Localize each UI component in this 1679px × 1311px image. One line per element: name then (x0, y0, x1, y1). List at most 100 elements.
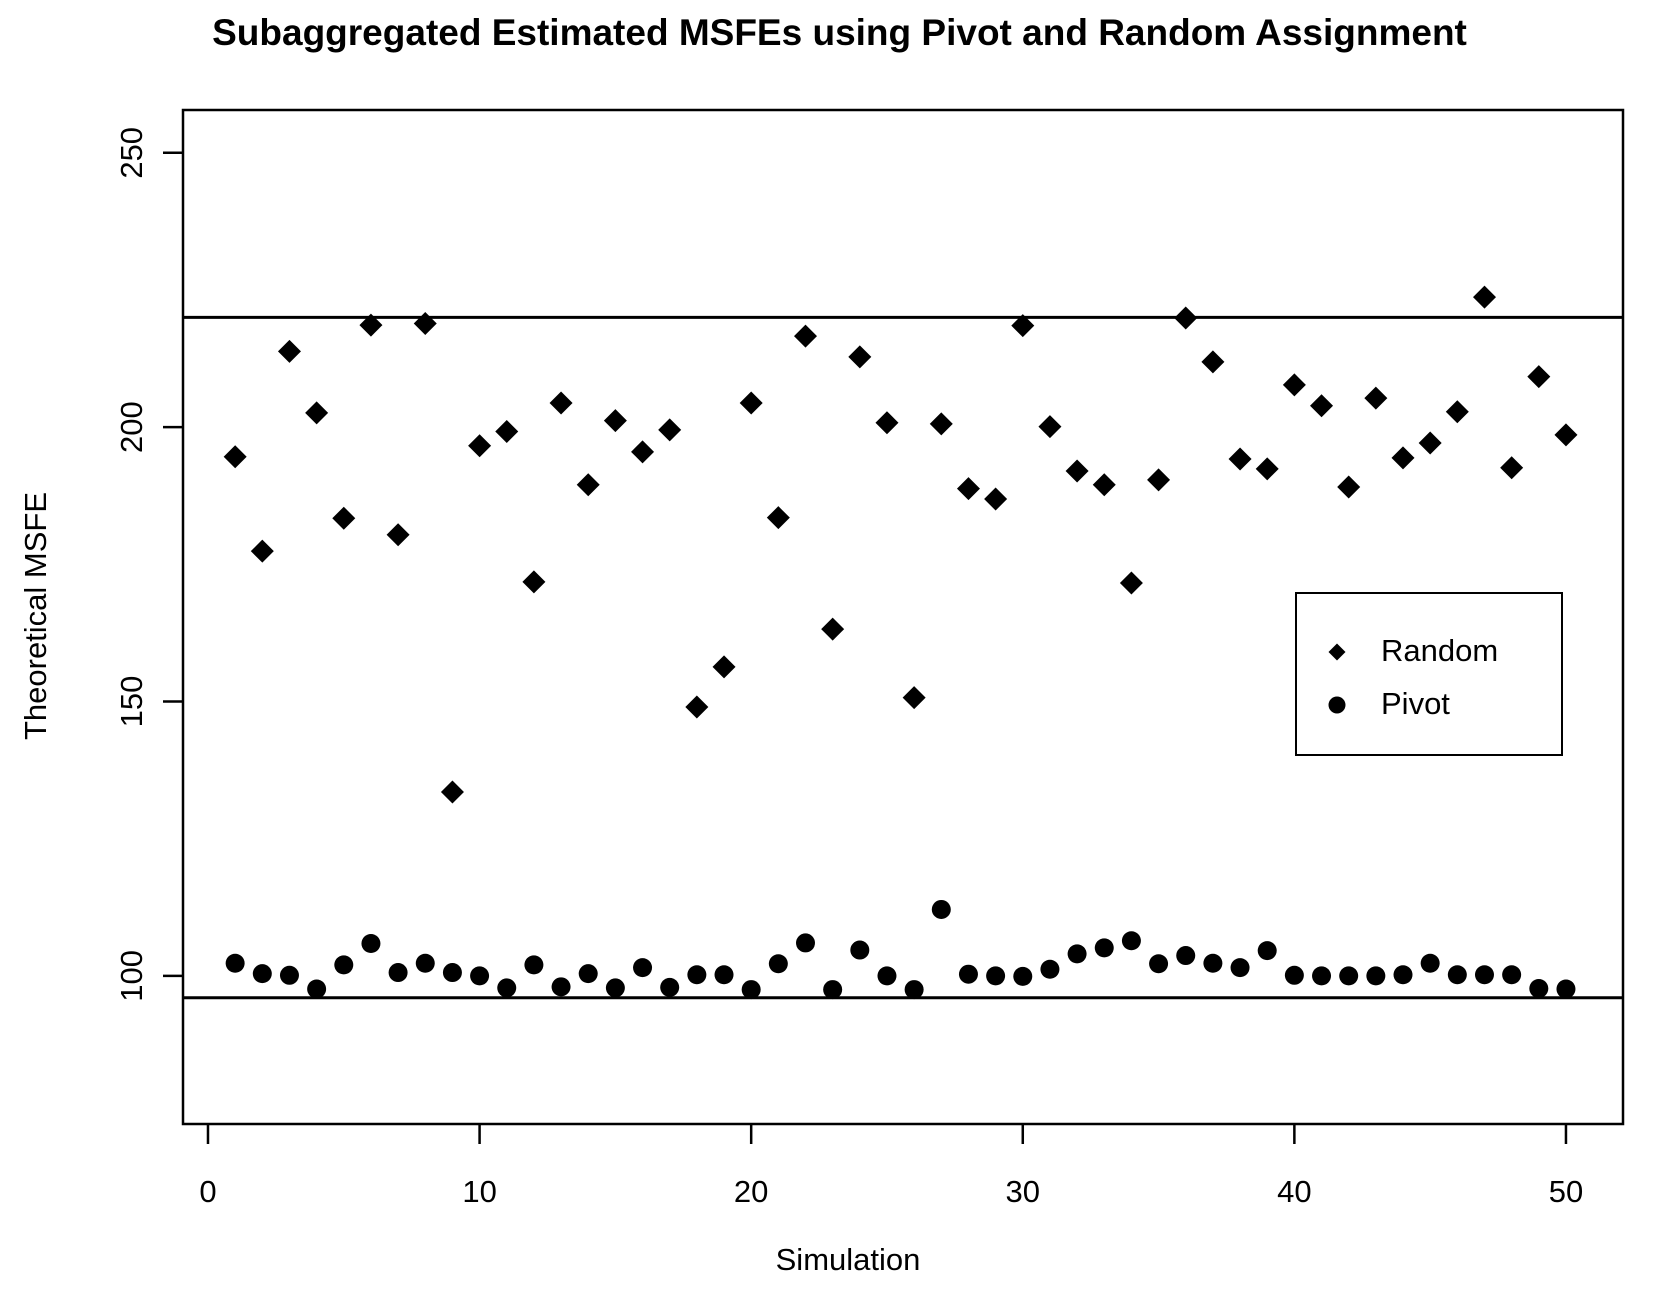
random-point (875, 411, 899, 435)
pivot-point (1040, 959, 1060, 979)
random-point (739, 391, 763, 415)
pivot-point (795, 933, 815, 953)
random-point (468, 434, 492, 458)
pivot-point (252, 964, 272, 984)
pivot-point (823, 980, 843, 1000)
random-point (549, 391, 573, 415)
pivot-point (931, 899, 951, 919)
random-point (1527, 365, 1551, 389)
legend-box: Random Pivot (1295, 592, 1563, 756)
pivot-point (714, 965, 734, 985)
random-point (793, 324, 817, 348)
random-point (1092, 473, 1116, 497)
random-point (848, 345, 872, 369)
random-point (386, 523, 410, 547)
random-point (1228, 447, 1252, 471)
pivot-point (470, 966, 490, 986)
pivot-point (334, 955, 354, 975)
pivot-point (877, 966, 897, 986)
pivot-point (768, 954, 788, 974)
y-tick-label: 150 (114, 676, 149, 728)
pivot-point (1176, 946, 1196, 966)
pivot-point (605, 978, 625, 998)
random-point (1445, 400, 1469, 424)
pivot-point (279, 965, 299, 985)
pivot-point (307, 979, 327, 999)
random-point (359, 313, 383, 337)
random-point (1065, 459, 1089, 483)
pivot-point (1230, 958, 1250, 978)
pivot-point (958, 964, 978, 984)
pivot-point (361, 933, 381, 953)
pivot-point (687, 965, 707, 985)
random-point (658, 418, 682, 442)
pivot-point (1366, 966, 1386, 986)
x-tick-label: 20 (734, 1174, 768, 1209)
pivot-point (578, 964, 598, 984)
random-point (332, 506, 356, 530)
pivot-point (1529, 978, 1549, 998)
legend-random-diamond-icon (1328, 643, 1346, 661)
x-tick-label: 40 (1277, 1174, 1311, 1209)
random-point (576, 473, 600, 497)
random-point (685, 695, 709, 719)
pivot-point (1149, 954, 1169, 974)
random-point (250, 539, 274, 563)
random-point (522, 570, 546, 594)
pivot-point (1393, 965, 1413, 985)
random-point (1147, 468, 1171, 492)
legend-random-label: Random (1381, 633, 1499, 668)
pivot-point (1067, 944, 1087, 964)
random-point (413, 311, 437, 335)
random-point (1500, 456, 1524, 480)
pivot-point (850, 940, 870, 960)
x-tick-label: 0 (199, 1174, 216, 1209)
x-tick-label: 10 (462, 1174, 496, 1209)
pivot-point (225, 953, 245, 973)
plot-border (181, 108, 1625, 1126)
random-point (1310, 394, 1334, 418)
random-point (1255, 457, 1279, 481)
pivot-point (1556, 979, 1576, 999)
pivot-point (1502, 965, 1522, 985)
pivot-point (1121, 931, 1141, 951)
random-point (223, 445, 247, 469)
random-point (603, 409, 627, 433)
random-point (440, 780, 464, 804)
pivot-point (1420, 953, 1440, 973)
pivot-point (1013, 966, 1033, 986)
random-point (929, 412, 953, 436)
pivot-point (388, 963, 408, 983)
random-point (277, 339, 301, 363)
random-point (1337, 475, 1361, 499)
random-point (1364, 386, 1388, 410)
legend-pivot-circle-icon (1328, 696, 1346, 714)
random-point (956, 477, 980, 501)
random-point (712, 655, 736, 679)
random-point (1174, 306, 1198, 330)
random-point (1418, 431, 1442, 455)
random-point (631, 440, 655, 464)
pivot-point (524, 955, 544, 975)
y-tick-label: 100 (114, 950, 149, 1002)
random-point (305, 401, 329, 425)
pivot-point (1257, 941, 1277, 961)
pivot-point (1284, 965, 1304, 985)
pivot-point (1203, 953, 1223, 973)
pivot-point (551, 977, 571, 997)
pivot-point (497, 978, 517, 998)
y-tick-label: 250 (114, 127, 149, 179)
pivot-point (1474, 965, 1494, 985)
x-axis-label: Simulation (775, 1242, 921, 1277)
random-point (495, 420, 519, 444)
pivot-point (1094, 938, 1114, 958)
pivot-point (986, 966, 1006, 986)
random-point (1119, 571, 1143, 595)
random-point (1554, 423, 1578, 447)
random-point (902, 686, 926, 710)
random-point (821, 617, 845, 641)
random-point (1282, 373, 1306, 397)
random-point (1038, 415, 1062, 439)
